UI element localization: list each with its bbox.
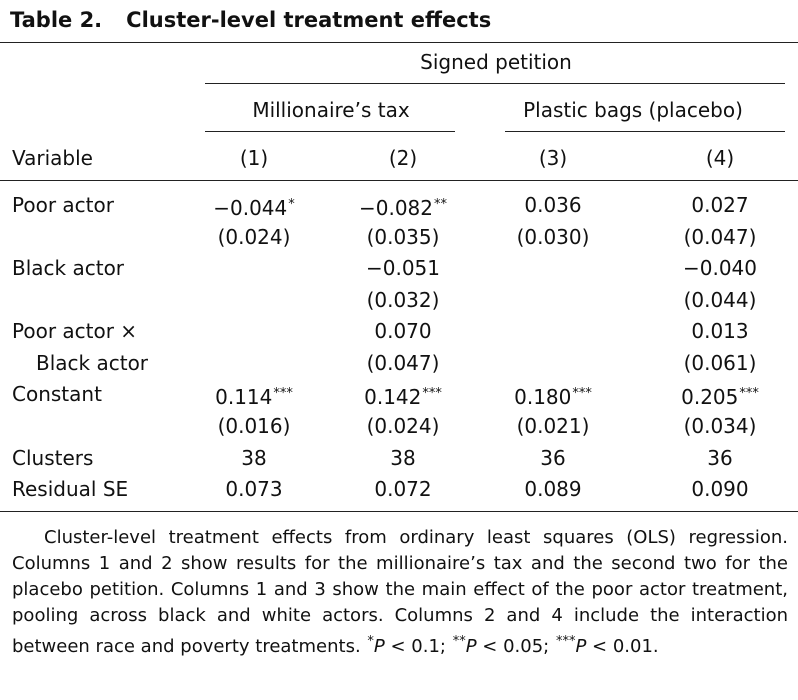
table-cell: 0.036 xyxy=(524,193,582,217)
table-cell-se: (0.032) xyxy=(366,288,440,312)
table-cell: 0.027 xyxy=(691,193,749,217)
table-cell: 0.205*** xyxy=(681,385,759,409)
table-cell: 0.090 xyxy=(691,477,749,501)
table-cell: 0.114*** xyxy=(215,385,293,409)
table-cell-se: (0.047) xyxy=(683,225,757,249)
table-cell-se: (0.030) xyxy=(516,225,590,249)
table-cell-se: (0.047) xyxy=(366,351,440,375)
table-cell: 0.180*** xyxy=(514,385,592,409)
row-label-clusters: Clusters xyxy=(12,446,94,470)
table-cell: 36 xyxy=(707,446,733,470)
table-cell: 0.142*** xyxy=(364,385,442,409)
group-rule-2 xyxy=(505,131,785,132)
group-header-plastic-bags: Plastic bags (placebo) xyxy=(523,98,743,122)
group-header-millionaires-tax: Millionaire’s tax xyxy=(252,98,410,122)
variable-column-header: Variable xyxy=(12,146,93,170)
spanner-rule xyxy=(205,83,785,84)
top-rule xyxy=(0,42,798,43)
table-cell-se: (0.024) xyxy=(366,414,440,438)
table-cell-se: (0.035) xyxy=(366,225,440,249)
table-cell-se: (0.024) xyxy=(217,225,291,249)
significance-stars: ** xyxy=(434,197,448,212)
table-cell: 36 xyxy=(540,446,566,470)
table-cell: 38 xyxy=(241,446,267,470)
table-number: Table 2. xyxy=(10,8,103,32)
significance-stars: * xyxy=(288,197,295,212)
table-cell: 0.070 xyxy=(374,319,432,343)
table-cell: 0.072 xyxy=(374,477,432,501)
column-header-2: (2) xyxy=(388,146,418,170)
notes-text: Cluster-level treatment effects from ord… xyxy=(12,527,788,657)
row-label-residual-se: Residual SE xyxy=(12,477,129,501)
row-label-poor-actor: Poor actor xyxy=(12,193,114,217)
header-bottom-rule xyxy=(0,180,798,181)
table-cell-se: (0.044) xyxy=(683,288,757,312)
table-cell: −0.082** xyxy=(358,196,448,220)
table-cell: −0.040 xyxy=(682,256,758,280)
significance-stars: *** xyxy=(273,386,293,401)
table-cell-se: (0.021) xyxy=(516,414,590,438)
significance-stars: *** xyxy=(422,386,442,401)
table-cell: 0.073 xyxy=(225,477,283,501)
table-cell: −0.051 xyxy=(365,256,441,280)
table-title: Table 2. Cluster-level treatment effects xyxy=(10,8,491,32)
table-cell: 0.089 xyxy=(524,477,582,501)
group-rule-1 xyxy=(205,131,455,132)
table-cell-se: (0.061) xyxy=(683,351,757,375)
significance-stars: *** xyxy=(572,386,592,401)
table-cell: −0.044* xyxy=(213,196,295,220)
significance-stars: *** xyxy=(739,386,759,401)
table-cell: 38 xyxy=(390,446,416,470)
row-label-black-actor: Black actor xyxy=(12,256,125,280)
table-notes: Cluster-level treatment effects from ord… xyxy=(12,527,788,657)
table-caption: Cluster-level treatment effects xyxy=(126,8,492,32)
spanner-header: Signed petition xyxy=(420,50,572,74)
column-header-1: (1) xyxy=(239,146,269,170)
table-cell-se: (0.016) xyxy=(217,414,291,438)
table-cell: 0.013 xyxy=(691,319,749,343)
row-label-constant: Constant xyxy=(12,382,102,406)
column-header-3: (3) xyxy=(538,146,568,170)
row-label-interaction: Poor actor × xyxy=(12,319,138,343)
table-bottom-rule xyxy=(0,511,798,512)
column-header-4: (4) xyxy=(705,146,735,170)
row-label-interaction-line2: Black actor xyxy=(36,351,149,375)
table-cell-se: (0.034) xyxy=(683,414,757,438)
